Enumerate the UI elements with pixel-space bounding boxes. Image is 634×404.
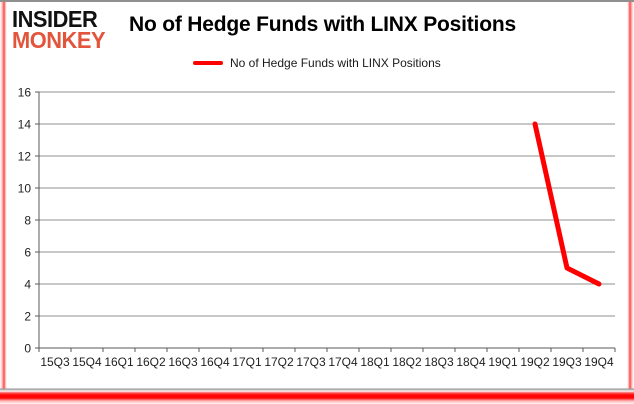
x-axis-label: 16Q1 — [104, 355, 134, 369]
x-axis-label: 16Q2 — [136, 355, 166, 369]
x-axis-label: 15Q3 — [40, 355, 70, 369]
x-axis-label: 18Q1 — [360, 355, 390, 369]
frame-right-border — [627, 2, 634, 404]
y-axis-label: 4 — [24, 278, 31, 292]
x-axis-label: 19Q2 — [520, 355, 550, 369]
frame-left-border — [0, 2, 7, 404]
x-axis-label: 18Q2 — [392, 355, 422, 369]
x-axis-label: 16Q3 — [168, 355, 198, 369]
x-axis-label: 17Q4 — [328, 355, 358, 369]
y-axis-label: 10 — [18, 182, 32, 196]
x-axis-label: 17Q1 — [232, 355, 262, 369]
series-line — [532, 121, 602, 287]
x-axis-label: 16Q4 — [200, 355, 230, 369]
logo-line2: MONKEY — [12, 27, 106, 54]
y-axis-label: 6 — [24, 246, 31, 260]
frame-top-border — [0, 0, 634, 2]
logo-line1: INSIDER — [12, 6, 98, 32]
y-axis-label: 14 — [18, 118, 32, 132]
legend-line-marker — [193, 61, 223, 65]
x-axis-label: 15Q4 — [72, 355, 102, 369]
y-axis-label: 2 — [24, 310, 31, 324]
x-axis-label: 19Q4 — [584, 355, 614, 369]
y-axis-label: 8 — [24, 214, 31, 228]
legend-label: No of Hedge Funds with LINX Positions — [230, 56, 441, 70]
y-axis-label: 0 — [24, 342, 31, 356]
x-axis-label: 18Q3 — [424, 355, 454, 369]
x-axis-label: 17Q3 — [296, 355, 326, 369]
y-axis-label: 16 — [18, 86, 32, 100]
y-axis-label: 12 — [18, 150, 32, 164]
x-axis-label: 18Q4 — [456, 355, 486, 369]
x-axis-label: 19Q1 — [488, 355, 518, 369]
x-axis-label: 17Q2 — [264, 355, 294, 369]
frame-bottom-border — [0, 386, 634, 404]
x-axis-label: 19Q3 — [552, 355, 582, 369]
chart-legend: No of Hedge Funds with LINX Positions — [193, 56, 441, 70]
insider-monkey-logo: INSIDER MONKEY — [12, 6, 106, 54]
page-title: No of Hedge Funds with LINX Positions — [129, 13, 516, 36]
